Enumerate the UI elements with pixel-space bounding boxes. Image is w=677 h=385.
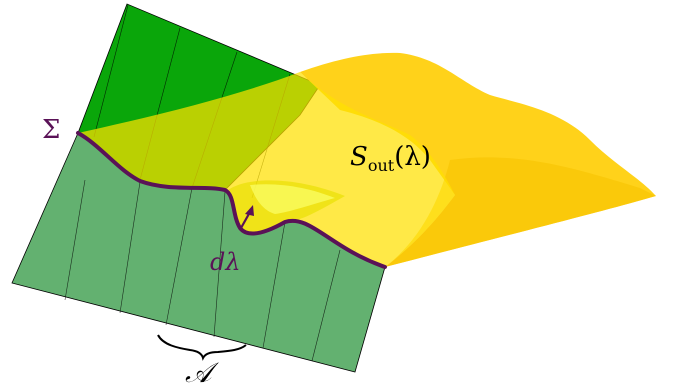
area-label: 𝒜 [185, 356, 219, 385]
s-out-symbol: S [350, 142, 368, 172]
d-lambda-label: dλ [210, 248, 241, 276]
plane-grid-lines [64, 4, 341, 362]
s-out-subscript: out [368, 156, 395, 175]
sigma-label: Σ [42, 115, 60, 145]
s-out-argument: (λ) [394, 142, 431, 172]
area-brace [157, 334, 247, 361]
sigma-curve [76, 131, 387, 269]
d-lambda-arrow-head [245, 205, 254, 216]
outgoing-surface-near [78, 72, 455, 267]
outgoing-surface-ridge [385, 157, 656, 267]
s-out-label: Sout(λ) [350, 142, 431, 175]
surface-bump-highlight [250, 184, 335, 214]
